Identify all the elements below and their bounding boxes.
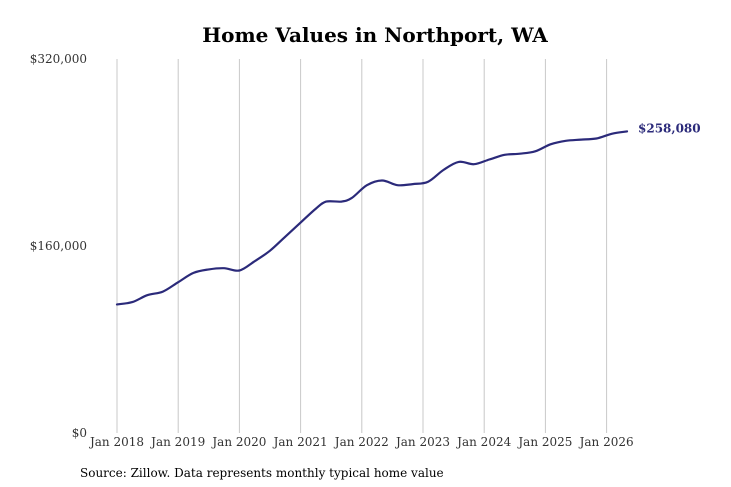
x-tick-label: Jan 2025 xyxy=(516,435,572,449)
x-tick-label: Jan 2018 xyxy=(88,435,144,449)
y-tick-label: $0 xyxy=(72,426,87,440)
y-tick-label: $320,000 xyxy=(30,52,87,66)
series-line xyxy=(115,130,629,306)
x-axis-ticks: Jan 2018 Jan 2019 Jan 2020 Jan 2021 Jan 2022… xyxy=(88,435,634,449)
x-tick-label: Jan 2024 xyxy=(455,435,511,449)
x-tick-label: Jan 2019 xyxy=(149,435,205,449)
chart-title: Home Values in Northport, WA xyxy=(202,23,548,47)
x-tick-label: Jan 2026 xyxy=(578,435,634,449)
x-tick-label: Jan 2021 xyxy=(272,435,328,449)
x-tick-label: Jan 2020 xyxy=(210,435,266,449)
end-value-label: $258,080 xyxy=(638,121,701,135)
y-tick-label: $160,000 xyxy=(30,239,87,253)
x-tick-label: Jan 2022 xyxy=(333,435,389,449)
gridlines xyxy=(116,59,608,433)
source-note: Source: Zillow. Data represents monthly … xyxy=(80,466,444,480)
y-axis-ticks: $0 $160,000 $320,000 xyxy=(30,52,87,440)
x-tick-label: Jan 2023 xyxy=(394,435,450,449)
